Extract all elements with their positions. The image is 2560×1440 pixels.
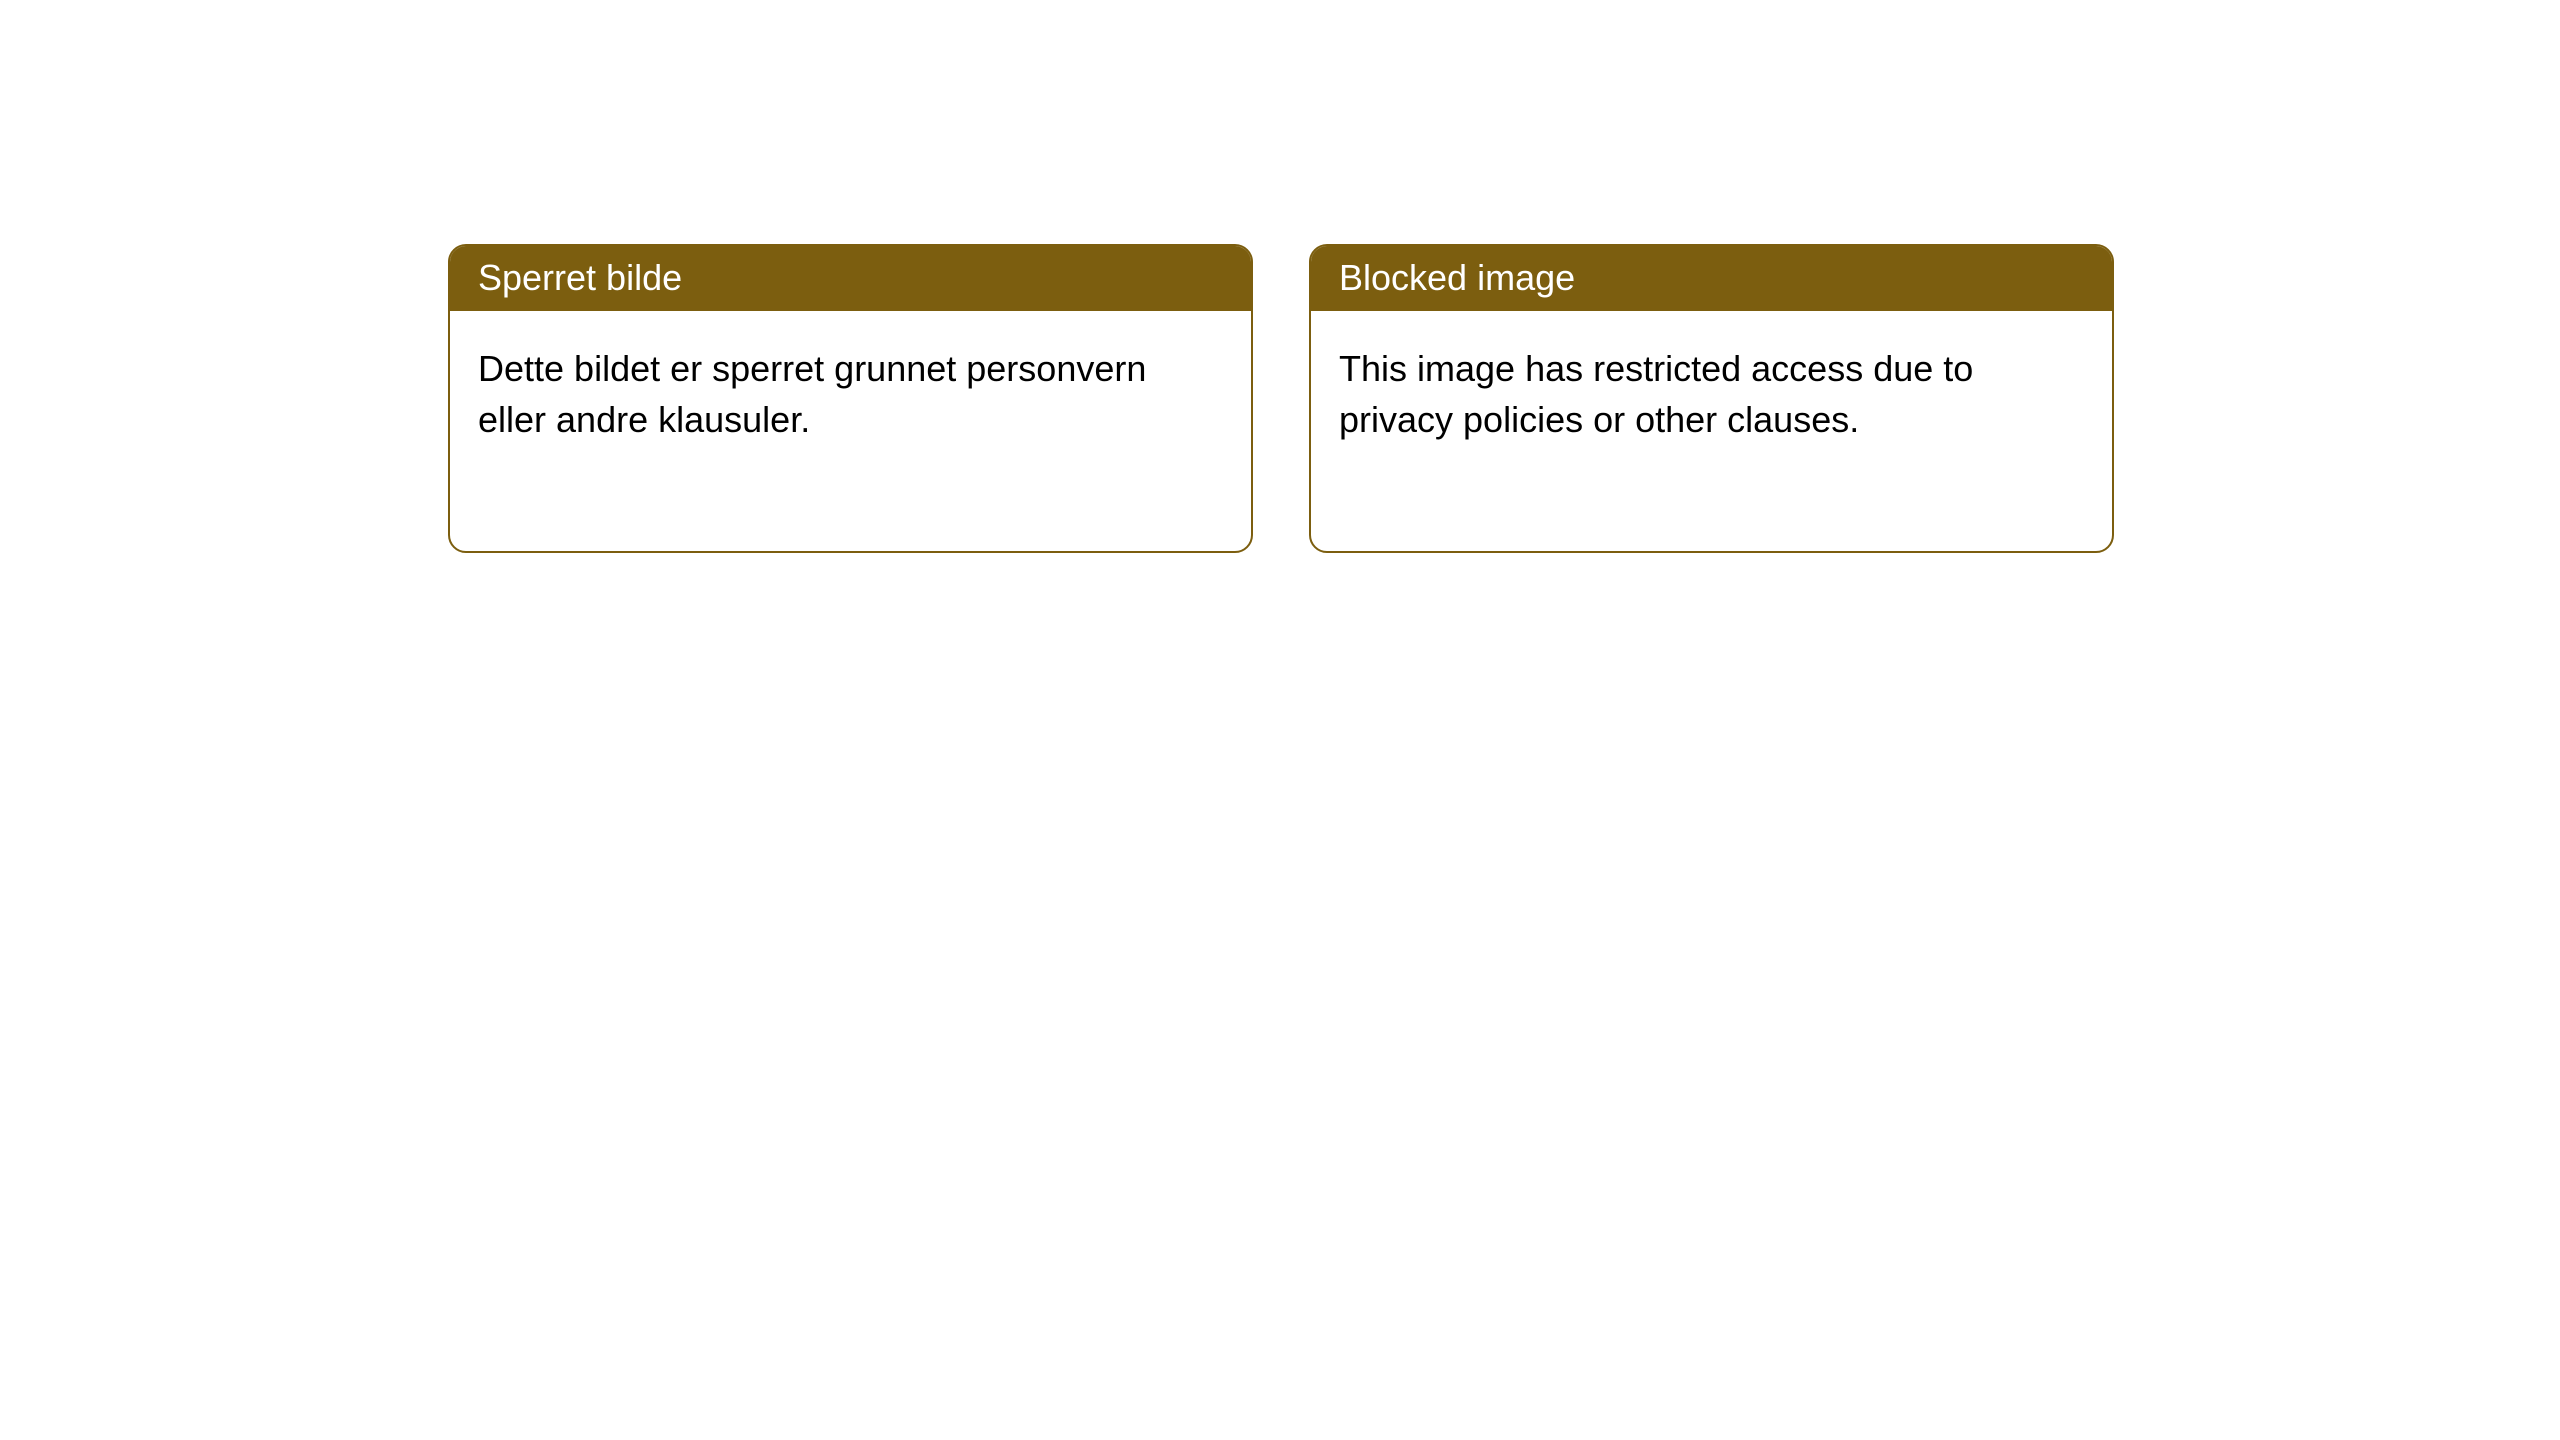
notice-card-english: Blocked image This image has restricted … [1309,244,2114,553]
notice-body-english: This image has restricted access due to … [1311,311,2112,551]
notice-title-norwegian: Sperret bilde [450,246,1251,311]
notice-card-norwegian: Sperret bilde Dette bildet er sperret gr… [448,244,1253,553]
notice-body-norwegian: Dette bildet er sperret grunnet personve… [450,311,1251,551]
notice-title-english: Blocked image [1311,246,2112,311]
notice-container: Sperret bilde Dette bildet er sperret gr… [0,0,2560,553]
